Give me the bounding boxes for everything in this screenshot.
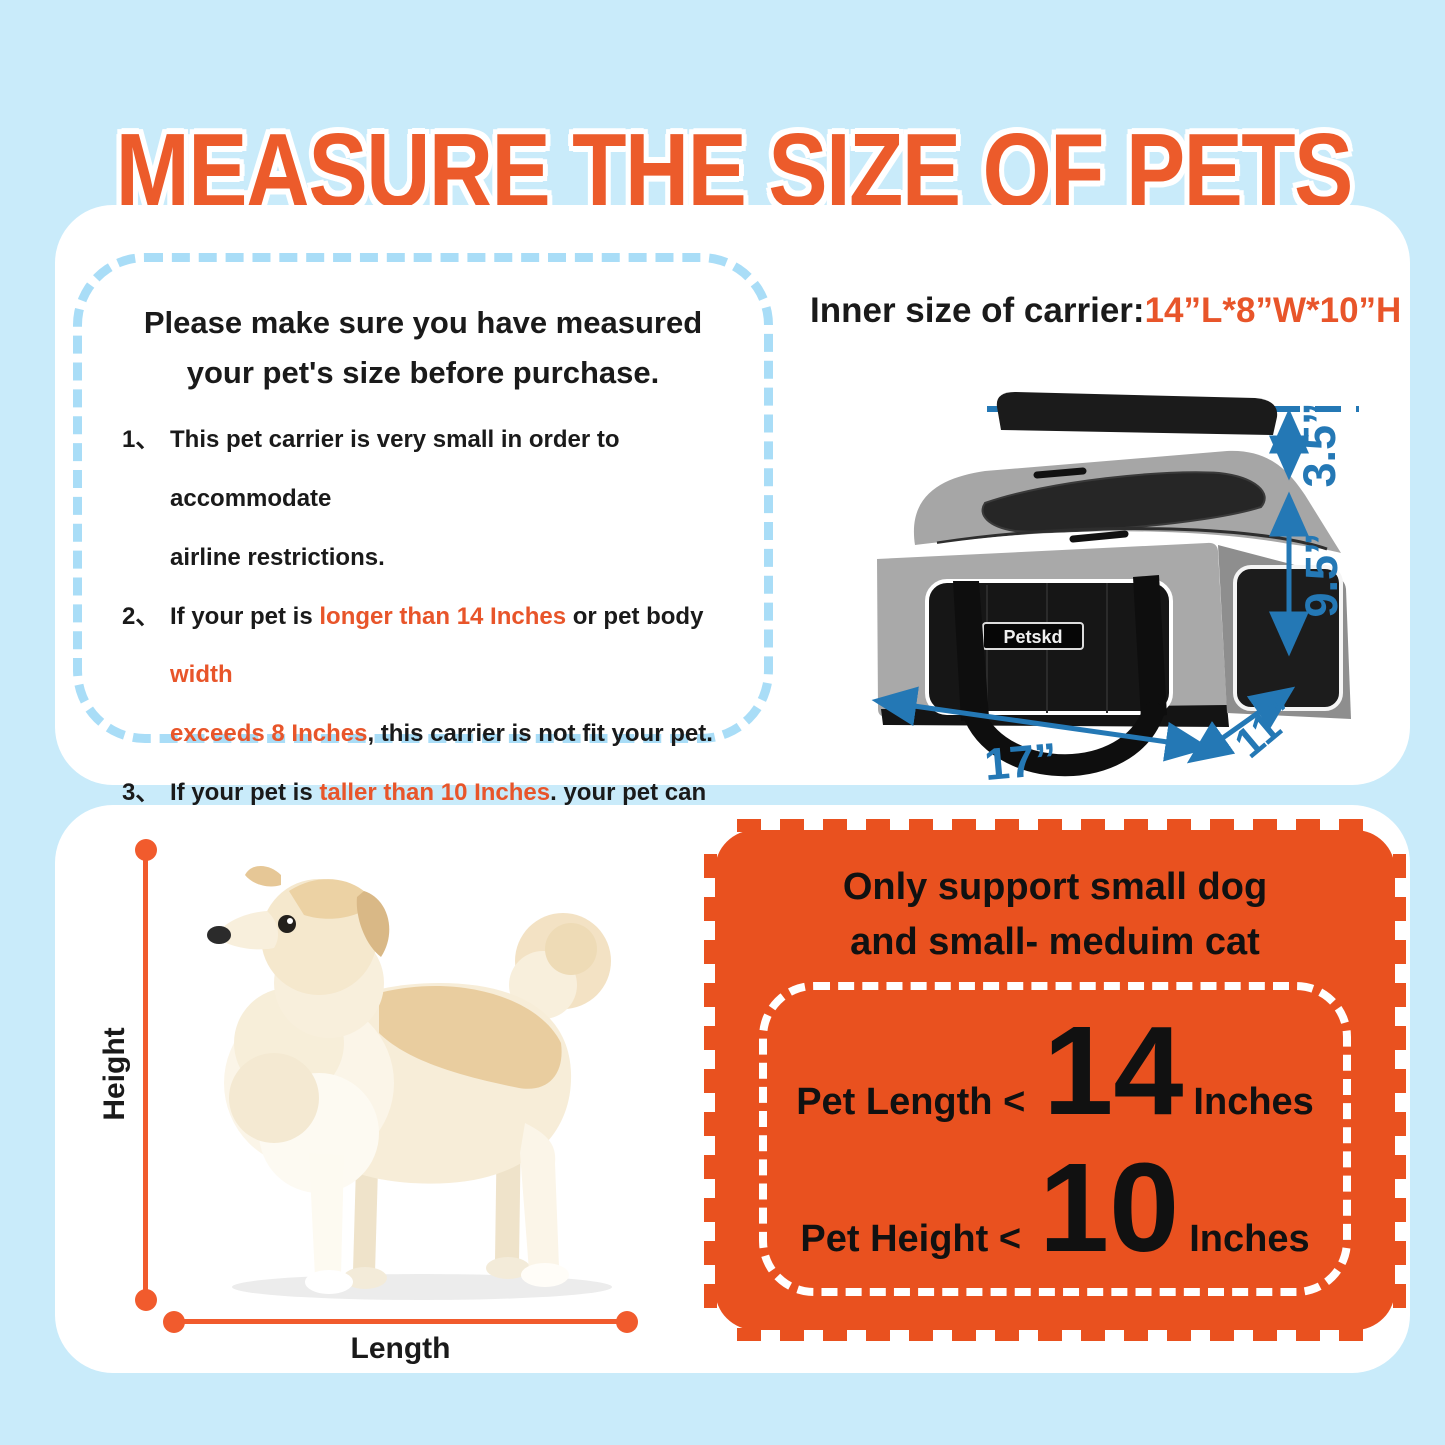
dimension-annotations <box>871 408 1309 764</box>
stamp-edge-bottom <box>737 1328 1373 1341</box>
inner-size-label: Inner size of carrier: <box>810 291 1145 330</box>
length-line-left-dot <box>163 1311 185 1333</box>
carrier-illustration: Petskd 3.5” 9.5” 11” 17” <box>871 392 1359 785</box>
item2-seg-orange1: longer than 14 Inches <box>319 602 567 630</box>
stamp-edge-left <box>704 852 717 1308</box>
item3-seg-orange1: taller than 10 Inches <box>319 778 551 806</box>
height-measure-line <box>143 849 148 1299</box>
item2-seg-black3: , this carrier is not fit your pet. <box>367 720 713 748</box>
carry-strap-right <box>1133 575 1167 719</box>
item2-seg-black2: or pet body <box>566 602 704 630</box>
inner-size-value: 14”L*8”W*10”H <box>1144 291 1402 330</box>
notice-heading: Please make sure you have measured your … <box>108 298 738 397</box>
support-heading-line2: and small- meduim cat <box>850 921 1260 964</box>
stamp-edge-top <box>737 819 1373 832</box>
notice-item-3-number: 3、 <box>122 778 160 806</box>
purchase-notice-box: Please make sure you have measured your … <box>73 253 773 924</box>
notice-item-1: 1、 This pet carrier is very small in ord… <box>108 411 738 587</box>
dim-label-3-5: 3.5” <box>1294 402 1345 487</box>
dim-arrow-17 <box>871 686 1211 762</box>
height-line-bottom-dot <box>135 1289 157 1311</box>
notice-heading-line2: your pet's size before purchase. <box>186 354 660 390</box>
support-heading: Only support small dog and small- meduim… <box>715 860 1395 970</box>
stamp-edge-right <box>1393 852 1406 1308</box>
brand-logo-text: Petskd <box>1003 627 1062 647</box>
inner-size-heading: Inner size of carrier:14”L*8”W*10”H <box>810 291 1401 331</box>
length-measure-line <box>177 1319 624 1324</box>
length-label: Length <box>350 1332 451 1365</box>
notice-heading-line1: Please make sure you have measured <box>143 305 703 340</box>
item2-seg-orange2: width <box>170 661 233 689</box>
item3-seg-black1: If your pet is <box>170 778 320 806</box>
limits-dashed-box: Pet Length < 14 Inches Pet Height < 10 I… <box>759 982 1351 1296</box>
support-limits-panel: Only support small dog and small- meduim… <box>704 819 1406 1341</box>
notice-item-2-number: 2、 <box>122 602 160 630</box>
height-line-top-dot <box>135 839 157 861</box>
length-line-right-dot <box>616 1311 638 1333</box>
notice-item-1-number: 1、 <box>122 426 160 454</box>
pet-height-limit-row: Pet Height < 10 Inches <box>777 1136 1333 1278</box>
carry-strap-left <box>953 581 989 721</box>
pet-length-limit-row: Pet Length < 14 Inches <box>777 999 1333 1141</box>
measure-info-panel: Please make sure you have measured your … <box>55 205 1410 924</box>
dog-photo <box>207 866 612 1300</box>
notice-item-1-line1: This pet carrier is very small in order … <box>170 426 620 512</box>
pet-length-label: Pet Length < <box>796 1080 1026 1123</box>
item2-seg-black1: If your pet is <box>170 602 320 630</box>
notice-item-2: 2、 If your pet is longer than 14 Inches … <box>108 588 738 764</box>
notice-item-1-line2: airline restrictions. <box>170 543 385 571</box>
notice-item-1-text: This pet carrier is very small in order … <box>170 411 738 587</box>
pet-size-panel: Height Length Only support small dog and… <box>55 805 1410 1373</box>
item2-seg-orange3: exceeds 8 Inches <box>170 720 368 748</box>
pet-height-value: 10 <box>1039 1136 1180 1278</box>
height-label: Height <box>98 1027 131 1121</box>
notice-item-2-text: If your pet is longer than 14 Inches or … <box>170 588 738 764</box>
pet-length-unit: Inches <box>1193 1080 1314 1123</box>
dim-label-17: 17” <box>982 733 1059 785</box>
dim-label-9-5: 9.5” <box>1296 532 1347 617</box>
notice-list: 1、 This pet carrier is very small in ord… <box>108 411 738 940</box>
pet-length-value: 14 <box>1043 999 1184 1141</box>
support-heading-line1: Only support small dog <box>842 866 1268 908</box>
notice-item-2-line1: If your pet is longer than 14 Inches or … <box>170 588 738 706</box>
pet-height-unit: Inches <box>1189 1217 1310 1260</box>
notice-item-2-line2: exceeds 8 Inches, this carrier is not fi… <box>170 705 738 764</box>
pet-height-label: Pet Height < <box>800 1217 1022 1260</box>
